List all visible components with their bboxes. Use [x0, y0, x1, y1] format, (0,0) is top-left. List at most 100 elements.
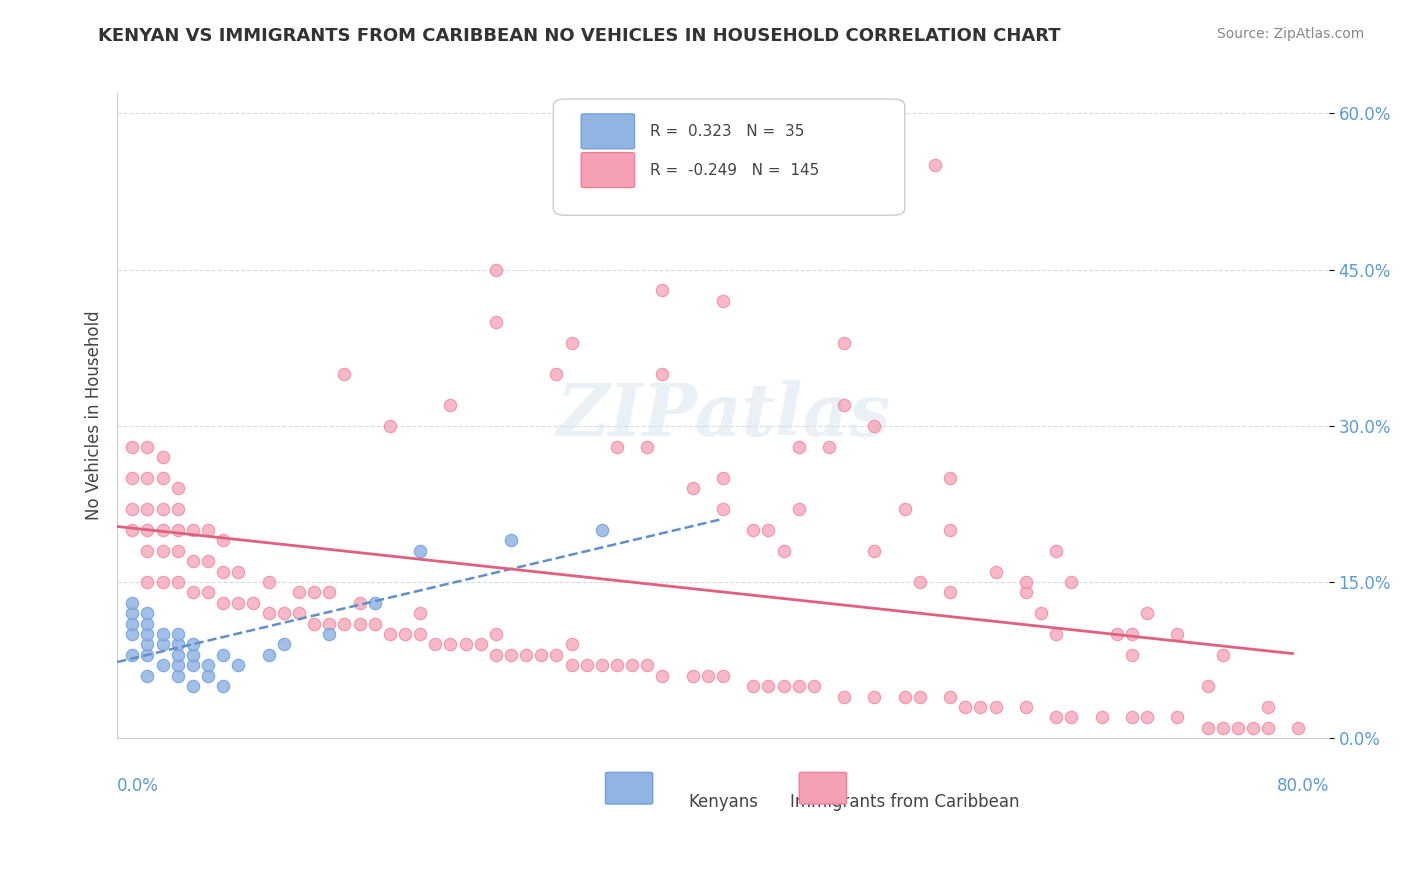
Text: KENYAN VS IMMIGRANTS FROM CARIBBEAN NO VEHICLES IN HOUSEHOLD CORRELATION CHART: KENYAN VS IMMIGRANTS FROM CARIBBEAN NO V… [98, 27, 1062, 45]
Point [166, 637, 188, 651]
Point [454, 637, 477, 651]
Point [121, 606, 143, 620]
Point [984, 700, 1007, 714]
Point [302, 585, 325, 599]
Point [485, 627, 508, 641]
Point [591, 658, 613, 673]
Point [530, 648, 553, 662]
Point [984, 565, 1007, 579]
Point [166, 523, 188, 537]
Point [1166, 710, 1188, 724]
Point [1015, 585, 1038, 599]
Point [166, 627, 188, 641]
Point [166, 543, 188, 558]
Point [242, 596, 264, 610]
Point [939, 523, 962, 537]
Point [908, 574, 931, 589]
Point [742, 679, 765, 693]
Point [181, 679, 204, 693]
Text: Source: ZipAtlas.com: Source: ZipAtlas.com [1216, 27, 1364, 41]
Point [499, 533, 522, 548]
Point [969, 700, 991, 714]
Point [924, 159, 946, 173]
Point [787, 502, 810, 516]
Point [939, 471, 962, 485]
Point [152, 450, 174, 464]
Point [121, 471, 143, 485]
Point [621, 658, 644, 673]
Point [181, 585, 204, 599]
Text: R =  -0.249   N =  145: R = -0.249 N = 145 [651, 162, 820, 178]
Point [121, 440, 143, 454]
Point [711, 502, 734, 516]
Point [228, 658, 250, 673]
Point [863, 690, 886, 704]
Point [409, 543, 432, 558]
Point [1045, 627, 1067, 641]
Point [1091, 710, 1114, 724]
Point [152, 574, 174, 589]
Point [257, 574, 280, 589]
Text: 0.0%: 0.0% [117, 777, 159, 795]
Point [1121, 627, 1143, 641]
Point [711, 293, 734, 308]
Point [228, 565, 250, 579]
Point [166, 669, 188, 683]
Point [651, 669, 673, 683]
Point [893, 502, 915, 516]
Point [181, 523, 204, 537]
Point [197, 669, 219, 683]
Point [485, 262, 508, 277]
Point [1257, 721, 1279, 735]
Point [1121, 648, 1143, 662]
Point [257, 606, 280, 620]
Point [560, 335, 582, 350]
Point [212, 533, 235, 548]
Point [121, 627, 143, 641]
Point [136, 616, 159, 631]
Point [409, 606, 432, 620]
Point [152, 543, 174, 558]
Point [1212, 721, 1234, 735]
Point [1212, 648, 1234, 662]
Point [863, 418, 886, 433]
Point [485, 315, 508, 329]
Point [758, 523, 780, 537]
Point [136, 627, 159, 641]
Point [1015, 700, 1038, 714]
Point [636, 440, 658, 454]
FancyBboxPatch shape [606, 772, 652, 804]
Point [136, 440, 159, 454]
Point [546, 367, 568, 381]
Point [560, 658, 582, 673]
Point [546, 648, 568, 662]
Point [152, 658, 174, 673]
FancyBboxPatch shape [800, 772, 846, 804]
Point [166, 658, 188, 673]
Text: Kenyans: Kenyans [688, 793, 758, 811]
Point [560, 637, 582, 651]
Point [136, 669, 159, 683]
Point [212, 565, 235, 579]
Point [1015, 574, 1038, 589]
Point [682, 481, 704, 495]
Point [197, 554, 219, 568]
Point [136, 637, 159, 651]
Point [1060, 574, 1083, 589]
Point [136, 502, 159, 516]
Point [197, 585, 219, 599]
Point [152, 627, 174, 641]
Point [349, 596, 371, 610]
Point [787, 679, 810, 693]
Point [288, 606, 311, 620]
Point [378, 627, 401, 641]
Point [166, 648, 188, 662]
Point [439, 637, 461, 651]
Point [832, 690, 855, 704]
Point [863, 543, 886, 558]
Point [152, 637, 174, 651]
Point [228, 596, 250, 610]
Point [1136, 606, 1159, 620]
Point [1288, 721, 1310, 735]
Point [212, 679, 235, 693]
